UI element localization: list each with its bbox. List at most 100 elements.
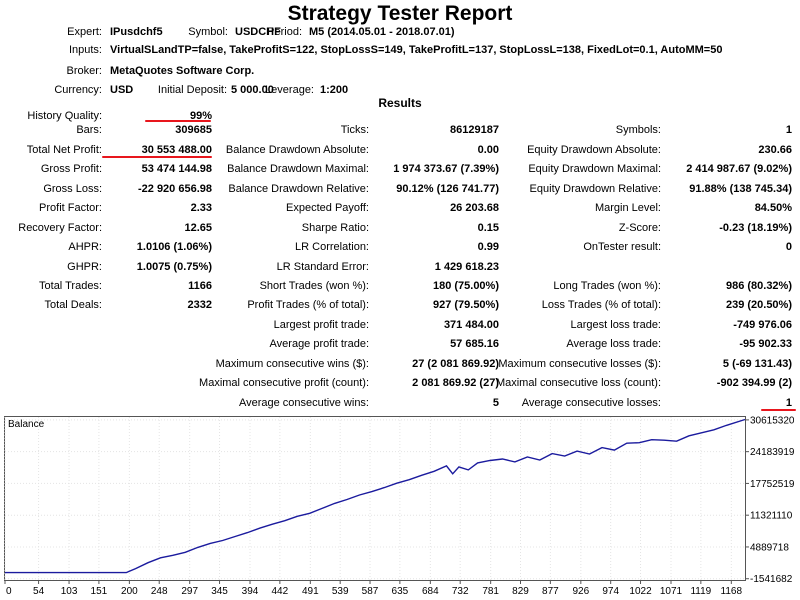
x-tick-label: 781 (482, 586, 499, 597)
equity-drawdown-relative-value: 91.88% (138 745.34) (689, 183, 792, 195)
expected-payoff-value: 26 203.68 (450, 202, 499, 214)
gross-profit-value: 53 474 144.98 (141, 163, 212, 175)
x-tick-label: 394 (242, 586, 259, 597)
maximal-consecutive-profit-value: 2 081 869.92 (27) (412, 377, 499, 389)
balance-drawdown-maximal-value: 1 974 373.67 (7.39%) (393, 163, 499, 175)
y-tick-label: 24183919 (750, 447, 795, 458)
recovery-factor-value: 12.65 (184, 222, 212, 234)
gross-loss-value: -22 920 656.98 (137, 183, 212, 195)
total-deals-value: 2332 (187, 299, 212, 311)
maximal-consecutive-profit-label: Maximal consecutive profit (count): (199, 377, 369, 389)
largest-loss-trade-value: -749 976.06 (733, 319, 792, 331)
expected-payoff-label: Expected Payoff: (286, 202, 369, 214)
x-tick-label: 974 (602, 586, 619, 597)
balance-chart-svg: Balance 0 54 103 151 200 248 297 345 394 442 491 53… (4, 416, 795, 597)
average-consecutive-wins-value: 5 (492, 397, 499, 409)
y-tick-label: -1541682 (750, 574, 793, 585)
y-tick-label: 30615320 (750, 416, 795, 426)
expert-label: Expert: (67, 26, 102, 38)
leverage-value: 1:200 (320, 84, 349, 96)
period-label: Period: (267, 26, 302, 38)
equity-drawdown-maximal-label: Equity Drawdown Maximal: (528, 163, 661, 175)
x-tick-label: 1022 (629, 586, 652, 597)
symbols-label: Symbols: (615, 124, 661, 136)
y-tick-label: 17752519 (750, 479, 795, 490)
loss-trades-label: Loss Trades (% of total): (541, 299, 661, 311)
average-consecutive-losses-label: Average consecutive losses: (521, 397, 661, 409)
deposit-value: 5 000.00 (231, 84, 274, 96)
x-tick-label: 684 (422, 586, 439, 597)
largest-loss-trade-label: Largest loss trade: (570, 319, 662, 331)
period-value: M5 (2014.05.01 - 2018.07.01) (309, 26, 455, 38)
long-trades-value: 986 (80.32%) (725, 280, 792, 292)
inputs-label: Inputs: (68, 44, 102, 56)
broker-label: Broker: (66, 65, 102, 77)
x-tick-label: 345 (211, 586, 228, 597)
sharpe-ratio-value: 0.15 (477, 222, 499, 234)
balance-chart: Balance 0 54 103 151 200 248 297 345 394 442 491 53… (0, 416, 800, 600)
average-loss-trade-value: -95 902.33 (739, 338, 792, 350)
lr-correlation-value: 0.99 (477, 241, 499, 253)
ticks-value: 86129187 (450, 124, 499, 136)
x-tick-label: 1119 (690, 586, 711, 597)
x-tick-label: 442 (272, 586, 289, 597)
history-quality-highlight (145, 120, 211, 122)
margin-level-label: Margin Level: (594, 202, 661, 214)
equity-drawdown-absolute-value: 230.66 (758, 144, 792, 156)
x-tick-label: 926 (572, 586, 589, 597)
x-tick-label: 297 (181, 586, 198, 597)
balance-drawdown-absolute-value: 0.00 (477, 144, 499, 156)
expert-value: IPusdchf5 (110, 26, 163, 38)
average-consecutive-losses-value: 1 (785, 397, 792, 409)
equity-drawdown-maximal-value: 2 414 987.67 (9.02%) (686, 163, 792, 175)
history-quality-value: 99% (189, 110, 212, 122)
total-trades-value: 1166 (188, 280, 212, 292)
lr-standard-error-label: LR Standard Error: (276, 261, 369, 273)
x-tick-label: 732 (452, 586, 469, 597)
symbol-label: Symbol: (188, 26, 228, 38)
ticks-label: Ticks: (340, 124, 369, 136)
max-consecutive-wins-label: Maximum consecutive wins ($): (215, 358, 369, 370)
balance-drawdown-maximal-label: Balance Drawdown Maximal: (227, 163, 369, 175)
maximal-consecutive-loss-value: -902 394.99 (2) (716, 377, 792, 389)
short-trades-label: Short Trades (won %): (259, 280, 369, 292)
x-tick-label: 539 (332, 586, 349, 597)
net-profit-highlight (102, 156, 212, 158)
profit-trades-value: 927 (79.50%) (432, 299, 499, 311)
consecutive-losses-highlight (761, 409, 796, 411)
chart-frame (4, 416, 746, 581)
balance-series-line (5, 418, 746, 574)
lr-correlation-label: LR Correlation: (295, 241, 369, 253)
loss-trades-value: 239 (20.50%) (725, 299, 792, 311)
ahpr-value: 1.0106 (1.06%) (136, 241, 212, 253)
lr-standard-error-value: 1 429 618.23 (434, 261, 499, 273)
x-tick-label: 200 (121, 586, 138, 597)
profit-trades-label: Profit Trades (% of total): (247, 299, 369, 311)
x-tick-label: 151 (91, 586, 108, 597)
max-consecutive-wins-value: 27 (2 081 869.92) (412, 358, 499, 370)
symbols-value: 1 (785, 124, 792, 136)
average-consecutive-wins-label: Average consecutive wins: (238, 397, 369, 409)
x-tick-label: 877 (542, 586, 559, 597)
balance-drawdown-relative-value: 90.12% (126 741.77) (396, 183, 499, 195)
currency-value: USD (110, 84, 134, 96)
symbol-value: USDCHF (235, 26, 281, 38)
x-tick-label: 103 (61, 586, 78, 597)
short-trades-value: 180 (75.00%) (432, 280, 499, 292)
gross-loss-label: Gross Loss: (43, 183, 102, 195)
average-profit-trade-value: 57 685.16 (450, 338, 499, 350)
ontester-result-value: 0 (785, 241, 792, 253)
results-heading: Results (378, 96, 422, 110)
maximal-consecutive-loss-label: Maximal consecutive loss (count): (495, 377, 661, 389)
total-net-profit-label: Total Net Profit: (26, 144, 102, 156)
y-tick-label: 4889718 (750, 542, 789, 553)
ghpr-value: 1.0075 (0.75%) (136, 261, 212, 273)
deposit-label: Initial Deposit: (157, 84, 227, 96)
largest-profit-trade-label: Largest profit trade: (273, 319, 369, 331)
total-net-profit-value: 30 553 488.00 (141, 144, 212, 156)
z-score-label: Z-Score: (618, 222, 661, 234)
broker-value: MetaQuotes Software Corp. (110, 65, 255, 77)
balance-drawdown-relative-label: Balance Drawdown Relative: (228, 183, 369, 195)
profit-factor-value: 2.33 (190, 202, 212, 214)
inputs-value: VirtualSLandTP=false, TakeProfitS=122, S… (110, 44, 723, 56)
